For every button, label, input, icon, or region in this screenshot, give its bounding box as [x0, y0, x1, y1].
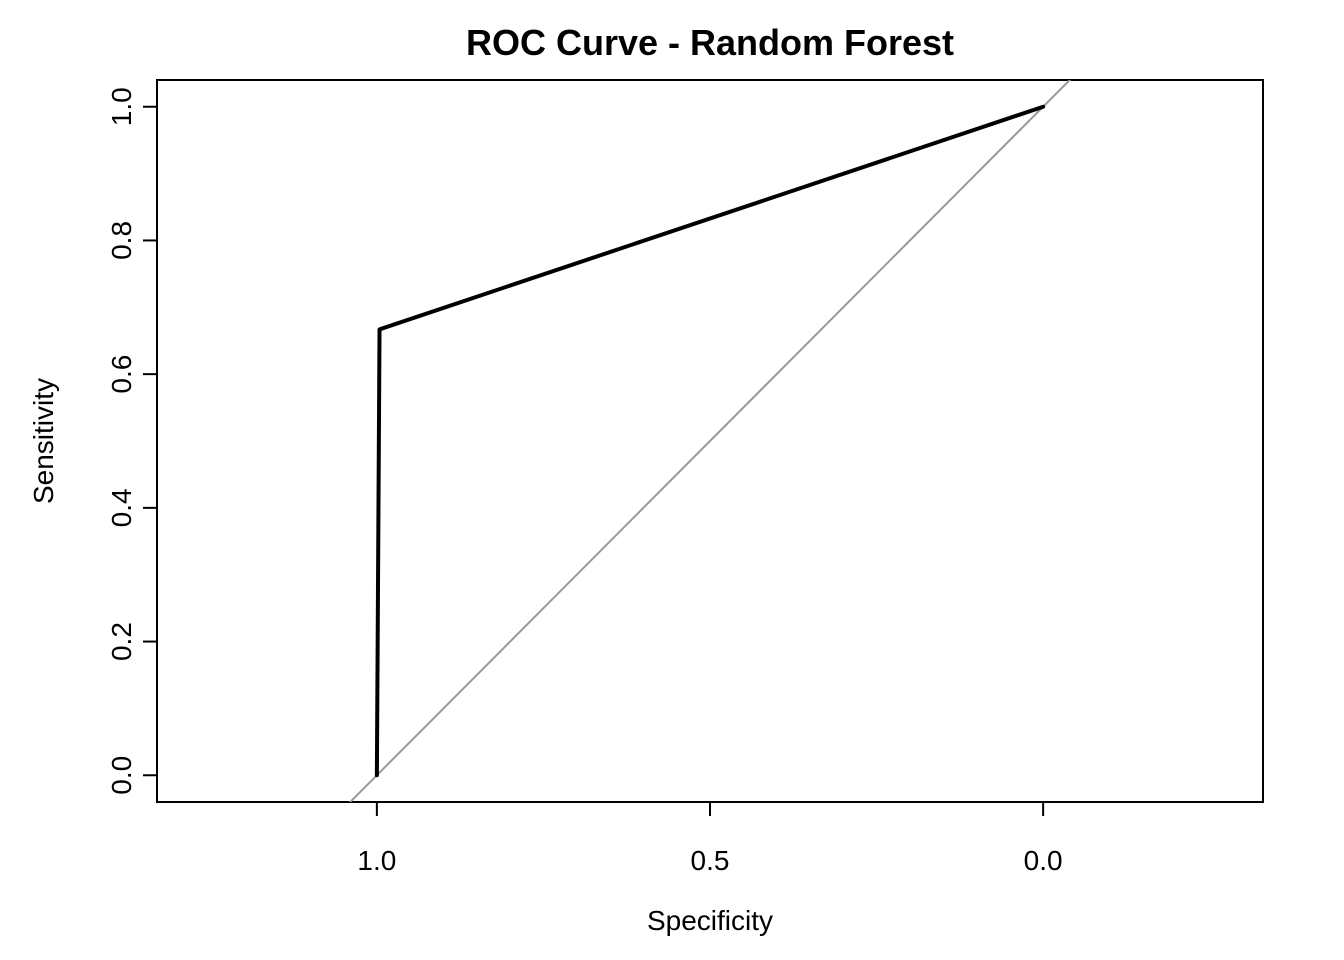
roc-curve-line [374, 104, 1046, 778]
x-tick-label: 0.0 [1024, 845, 1063, 876]
y-axis-label: Sensitivity [28, 378, 59, 504]
x-axis: 1.0 0.5 0.0 [357, 801, 1063, 876]
chart-title: ROC Curve - Random Forest [466, 22, 954, 63]
x-tick-label: 0.5 [691, 845, 730, 876]
y-tick-label: 0.2 [106, 622, 137, 661]
y-tick-label: 1.0 [106, 87, 137, 126]
reference-diagonal-line [348, 80, 1072, 802]
y-axis: 0.0 0.2 0.4 0.6 0.8 1.0 [106, 87, 157, 795]
y-tick-label: 0.0 [106, 756, 137, 795]
y-tick-label: 0.4 [106, 488, 137, 527]
y-tick-label: 0.8 [106, 221, 137, 260]
x-tick-label: 1.0 [357, 845, 396, 876]
x-axis-label: Specificity [647, 905, 773, 936]
y-tick-label: 0.6 [106, 355, 137, 394]
plot-area [348, 80, 1072, 802]
